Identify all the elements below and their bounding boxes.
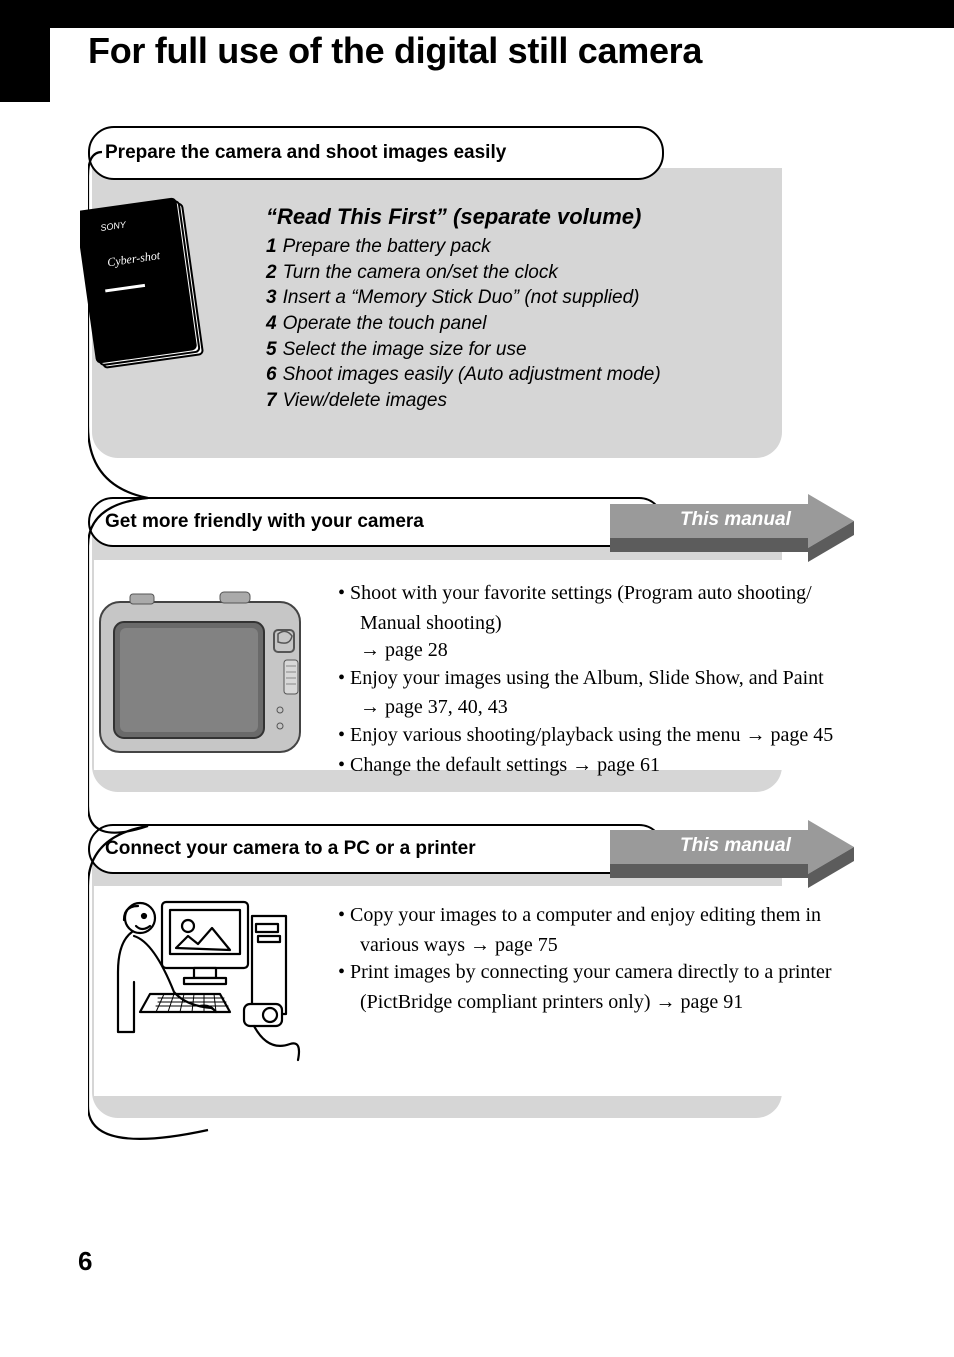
section2-pill-text: Get more friendly with your camera [105, 511, 424, 533]
page-number: 6 [78, 1246, 92, 1277]
section1-steps: 1Prepare the battery pack 2Turn the came… [266, 234, 661, 413]
left-black-block [0, 0, 50, 102]
section3-bullets: • Copy your images to a computer and enj… [338, 902, 846, 1016]
top-black-bar [0, 0, 954, 28]
person-at-computer-icon [104, 896, 314, 1096]
section1-pill-text: Prepare the camera and shoot images easi… [105, 142, 506, 164]
section2-bullets: • Shoot with your favorite settings (Pro… [338, 580, 846, 781]
page-title: For full use of the digital still camera [88, 30, 702, 72]
this-manual-label: This manual [680, 835, 791, 857]
camera-icon [94, 576, 314, 776]
section1-heading: “Read This First” (separate volume) [266, 204, 641, 230]
section3-pill-text: Connect your camera to a PC or a printer [105, 838, 476, 860]
this-manual-label: This manual [680, 509, 791, 531]
booklet-icon: SONY Cyber-shot [80, 195, 210, 375]
